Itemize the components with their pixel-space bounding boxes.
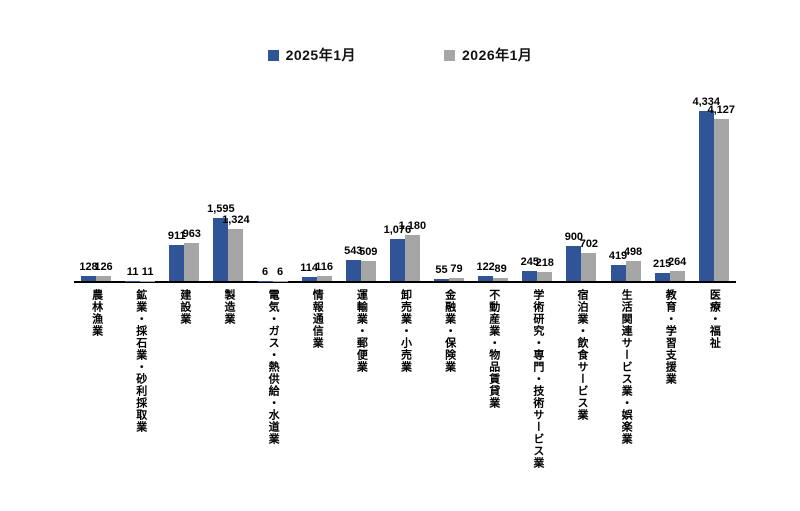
category-label: 製造業 xyxy=(222,289,235,325)
category-group: 6 6 電気・ガス・熱供給・水道業 xyxy=(251,94,295,445)
value-label-series-1: 11 xyxy=(141,265,154,278)
value-label-series-0: 114 xyxy=(300,261,318,274)
category-label: 鉱業・採石業・砂利採取業 xyxy=(134,289,147,433)
value-label-series-1: 89 xyxy=(494,262,507,275)
category-label: 運輸業・郵便業 xyxy=(355,289,368,373)
category-label: 建設業 xyxy=(178,289,191,325)
category-label: 医療・福祉 xyxy=(708,289,721,349)
bar-series-0 xyxy=(566,245,582,281)
value-label-series-1: 126 xyxy=(94,261,113,274)
value-label-series-0: 911 xyxy=(167,230,186,243)
value-label-series-0: 6 xyxy=(261,265,269,278)
bar-series-1 xyxy=(360,261,376,281)
category-group: 245 218 学術研究・専門・技術サービス業 xyxy=(515,94,559,469)
value-label-series-1: 963 xyxy=(182,228,201,241)
bar-series-0 xyxy=(522,271,538,281)
bar-series-1 xyxy=(669,270,685,281)
category-group: 55 79 金融業・保険業 xyxy=(427,94,471,373)
category-group: 128 126 農林漁業 xyxy=(74,94,118,337)
bar-series-1 xyxy=(404,234,420,281)
legend-item-2026: 2026年1月 xyxy=(444,45,532,65)
value-label-series-0: 4,334 xyxy=(692,96,721,108)
bar-series-1 xyxy=(316,276,332,281)
bar-series-1 xyxy=(184,243,200,281)
bar-series-0 xyxy=(213,218,229,281)
value-label-series-0: 1,076 xyxy=(383,223,412,236)
category-label: 情報通信業 xyxy=(311,289,324,349)
legend-swatch-2025 xyxy=(267,49,279,61)
value-label-series-0: 122 xyxy=(476,261,495,274)
bar-series-0 xyxy=(610,264,626,281)
value-label-series-1: 498 xyxy=(623,246,643,259)
category-label: 教育・学習支援業 xyxy=(664,289,677,385)
legend-label-2025: 2025年1月 xyxy=(285,47,356,63)
bar-series-1 xyxy=(96,276,111,281)
bar-series-0 xyxy=(654,272,670,281)
legend-item-2025: 2025年1月 xyxy=(267,45,356,65)
bar-series-1 xyxy=(713,119,729,281)
value-label-series-1: 6 xyxy=(276,265,284,278)
bar-series-0 xyxy=(698,111,714,281)
value-label-series-0: 1,595 xyxy=(207,203,235,216)
value-label-series-1: 264 xyxy=(667,255,687,268)
category-group: 1,595 1,324 製造業 xyxy=(206,94,250,325)
bar-series-1 xyxy=(581,253,597,281)
category-label: 金融業・保険業 xyxy=(443,289,456,373)
category-group: 122 89 不動産業・物品賃貸業 xyxy=(471,94,515,409)
value-label-series-1: 218 xyxy=(535,257,554,270)
bar-series-0 xyxy=(169,245,185,281)
value-label-series-0: 11 xyxy=(126,265,139,278)
value-label-series-1: 116 xyxy=(315,261,333,274)
bar-series-1 xyxy=(537,272,553,281)
value-label-series-0: 245 xyxy=(520,256,539,269)
bar-series-1 xyxy=(493,277,509,281)
category-label: 不動産業・物品賃貸業 xyxy=(487,289,500,409)
value-label-series-1: 79 xyxy=(450,262,463,275)
value-label-series-1: 4,127 xyxy=(707,104,736,117)
bar-series-1 xyxy=(228,229,244,281)
plot-area: 128 126 農林漁業 11 11 鉱業・採石業・砂利採取業 911 963 建設業 1,595… xyxy=(74,94,736,469)
category-group: 11 11 鉱業・採石業・砂利採取業 xyxy=(118,94,162,433)
bar-series-1 xyxy=(449,277,464,281)
value-label-series-0: 55 xyxy=(435,263,448,276)
value-label-series-0: 900 xyxy=(564,230,584,243)
bar-series-0 xyxy=(81,275,96,281)
category-group: 900 702 宿泊業・飲食サービス業 xyxy=(559,94,603,421)
category-group: 4,334 4,127 医療・福祉 xyxy=(692,94,736,350)
value-label-series-1: 702 xyxy=(579,238,599,251)
category-label: 学術研究・専門・技術サービス業 xyxy=(531,289,544,469)
bar-series-0 xyxy=(434,278,449,281)
value-label-series-0: 419 xyxy=(608,249,628,262)
bar-series-0 xyxy=(389,238,405,281)
bar-series-0 xyxy=(345,259,361,281)
value-label-series-0: 215 xyxy=(652,257,672,270)
category-group: 911 963 建設業 xyxy=(162,94,206,325)
bar-series-1 xyxy=(625,261,641,281)
chart-legend: 2025年1月 2026年1月 xyxy=(0,45,800,65)
value-label-series-1: 1,180 xyxy=(398,219,427,232)
category-label: 電気・ガス・熱供給・水道業 xyxy=(267,289,280,445)
category-label: 宿泊業・飲食サービス業 xyxy=(575,289,588,421)
category-group: 215 264 教育・学習支援業 xyxy=(648,94,692,385)
category-group: 1,076 1,180 卸売業・小売業 xyxy=(383,94,427,373)
value-label-series-0: 128 xyxy=(79,260,98,273)
category-label: 卸売業・小売業 xyxy=(399,289,412,373)
category-label: 生活関連サービス業・娯楽業 xyxy=(620,289,633,445)
bar-series-0 xyxy=(478,276,494,281)
category-group: 543 509 運輸業・郵便業 xyxy=(339,94,383,373)
value-label-series-1: 509 xyxy=(359,246,378,259)
value-label-series-0: 543 xyxy=(344,244,363,257)
legend-label-2026: 2026年1月 xyxy=(462,47,533,63)
bar-series-0 xyxy=(301,276,317,281)
value-label-series-1: 1,324 xyxy=(222,214,250,227)
category-group: 114 116 情報通信業 xyxy=(295,94,339,349)
legend-swatch-2026 xyxy=(444,49,455,61)
category-group: 419 498 生活関連サービス業・娯楽業 xyxy=(604,94,648,445)
category-label: 農林漁業 xyxy=(90,289,103,337)
